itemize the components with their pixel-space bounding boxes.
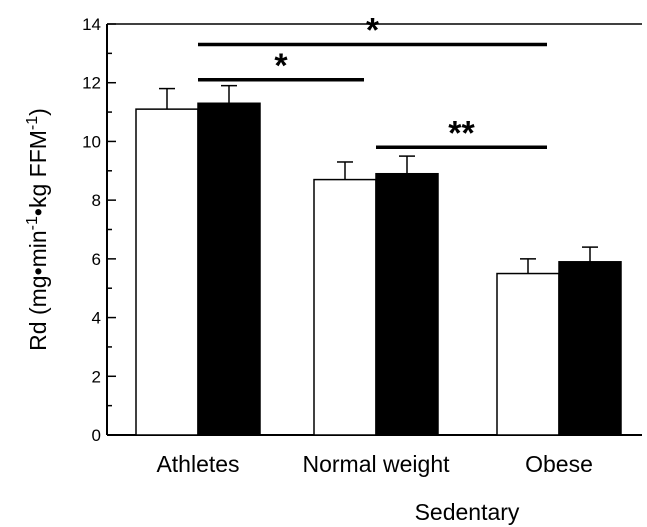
bar-filled [375, 172, 439, 436]
bar-filled [558, 261, 622, 436]
x-category-label: Normal weight [303, 451, 451, 477]
y-tick-label: 0 [92, 426, 101, 445]
y-tick-label: 8 [92, 191, 101, 210]
significance-marker: * [274, 47, 288, 85]
significance-brackets: **** [198, 12, 547, 152]
y-axis-label-part: •kg FFM [25, 130, 51, 216]
y-axis-label: Rd (mg•min-1•kg FFM-1) [24, 108, 51, 351]
bar-open [135, 108, 199, 436]
x-category-label: Athletes [156, 451, 239, 477]
bars [135, 102, 622, 436]
y-axis-label-superscript: -1 [24, 116, 41, 130]
bar-open [496, 272, 560, 436]
y-tick-label: 14 [82, 15, 101, 34]
y-tick-label: 12 [82, 74, 101, 93]
group-label: Sedentary [415, 499, 520, 525]
bar-filled [197, 102, 261, 436]
bar-open [313, 178, 377, 436]
significance-marker: * [366, 12, 380, 50]
y-tick-label: 4 [92, 309, 101, 328]
y-axis-label-superscript: -1 [24, 216, 41, 230]
x-category-label: Obese [525, 451, 593, 477]
y-tick-label: 6 [92, 250, 101, 269]
significance-marker: ** [448, 114, 475, 152]
y-tick-label: 2 [92, 367, 101, 386]
y-axis-label-part: ) [25, 108, 51, 116]
y-axis-ticks: 0 2 4 6 8 10 12 14 [82, 15, 116, 445]
y-tick-label: 10 [82, 132, 101, 151]
y-axis-label-part: Rd (mg•min [25, 230, 51, 351]
x-axis-labels: Athletes Normal weight Obese [156, 451, 592, 477]
error-bars [159, 84, 598, 274]
